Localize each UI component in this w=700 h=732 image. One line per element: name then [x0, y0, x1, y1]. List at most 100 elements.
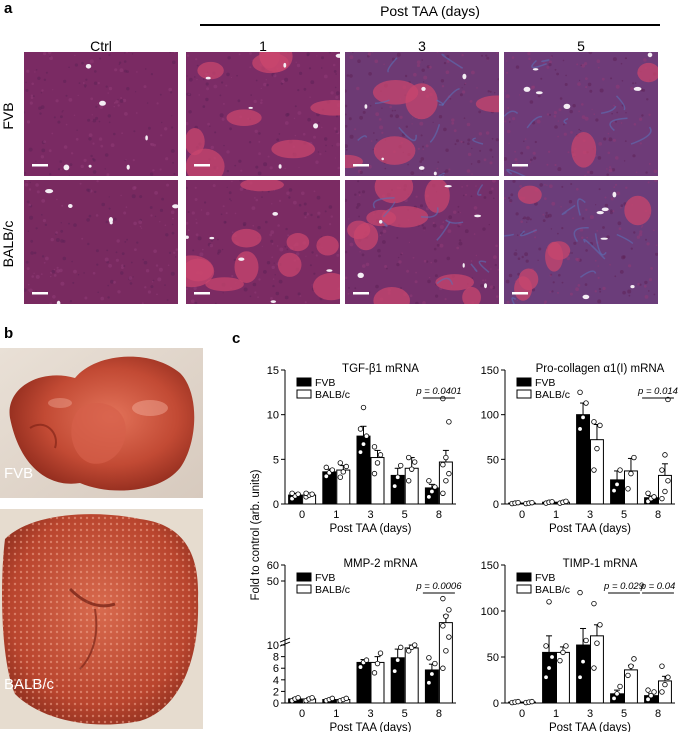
data-point [662, 681, 668, 688]
histology-tile [504, 52, 658, 176]
x-tick-label: 3 [367, 708, 373, 720]
x-tick-label: 1 [333, 509, 339, 521]
bar [390, 657, 405, 704]
data-point [392, 668, 398, 674]
y-tick-label: 4 [273, 675, 279, 687]
data-point [363, 433, 370, 439]
data-point [594, 445, 600, 452]
data-point [309, 695, 315, 701]
data-point [645, 490, 651, 496]
data-point [614, 691, 620, 697]
y-tick-label: 150 [481, 560, 499, 572]
y-tick-label: 0 [493, 698, 499, 710]
data-point [651, 494, 657, 500]
data-point [625, 486, 631, 492]
data-point [446, 607, 452, 613]
data-point [659, 689, 665, 695]
data-point [628, 470, 634, 477]
data-point [440, 395, 446, 402]
data-point [529, 499, 535, 506]
axis-break-mark [279, 641, 291, 647]
data-point [577, 674, 583, 680]
data-point [443, 613, 449, 619]
data-point [374, 460, 381, 466]
data-point [343, 463, 349, 470]
data-point [432, 484, 438, 490]
data-point [443, 454, 449, 461]
y-tick-label: 15 [267, 365, 279, 377]
histology-tile [186, 52, 340, 176]
data-point [614, 481, 620, 488]
x-tick-label: 0 [299, 708, 305, 720]
chart-title: TGF-β1 mRNA [342, 363, 419, 375]
data-point [432, 660, 438, 667]
y-tick-label: 8 [273, 652, 279, 664]
data-point [557, 657, 563, 664]
bar [404, 647, 419, 704]
column-head-ctrl: Ctrl [90, 38, 112, 54]
histology-tile [504, 180, 658, 304]
data-point [446, 634, 452, 640]
data-point [446, 470, 452, 477]
data-point [515, 499, 521, 506]
data-point [583, 400, 589, 406]
data-point [440, 623, 446, 629]
data-point [360, 441, 367, 447]
axis-break-mark [279, 637, 291, 643]
data-point [329, 695, 336, 702]
data-point [426, 655, 432, 661]
legend-label: BALB/c [535, 584, 570, 596]
column-head-day3: 3 [418, 38, 426, 54]
x-tick-label: 8 [436, 509, 442, 521]
legend-label: FVB [535, 377, 555, 389]
data-point [371, 444, 378, 450]
data-point [398, 644, 404, 651]
data-point [611, 695, 617, 702]
chart-title: TIMP-1 mRNA [563, 558, 638, 570]
data-point [617, 467, 623, 473]
data-point [411, 459, 418, 465]
data-point [628, 663, 634, 669]
y-tick-label: 100 [481, 410, 499, 422]
data-point [340, 469, 346, 475]
chart-title: MMP-2 mRNA [343, 558, 417, 570]
histology-tile [345, 180, 499, 304]
legend-swatch [296, 389, 312, 399]
data-point [659, 495, 665, 502]
data-point [583, 637, 589, 644]
data-point [357, 664, 364, 670]
data-point [446, 419, 452, 425]
data-point [295, 695, 301, 701]
data-point [546, 665, 552, 671]
y-tick-label: 2 [273, 686, 279, 698]
data-point [429, 671, 435, 677]
data-point [295, 491, 301, 497]
data-point [549, 654, 555, 660]
data-point [323, 473, 330, 480]
y-tick-label: 0 [493, 499, 499, 511]
x-axis-label: Post TAA (days) [549, 523, 631, 535]
data-point [440, 665, 446, 671]
y-tick-label: 0 [273, 499, 279, 511]
chart-title: Pro-collagen α1(I) mRNA [536, 363, 665, 375]
data-point [360, 404, 367, 411]
column-head-day5: 5 [577, 38, 585, 54]
x-tick-label: 0 [519, 509, 525, 521]
data-point [645, 696, 651, 703]
data-point [611, 487, 617, 494]
data-point [392, 483, 398, 489]
y-tick-label: 5 [273, 454, 279, 466]
x-tick-label: 5 [402, 509, 408, 521]
data-point [594, 640, 600, 646]
data-point [659, 467, 665, 473]
data-point [395, 474, 401, 480]
liver-photo-balbc [0, 509, 203, 729]
y-tick-label: 50 [487, 454, 499, 466]
data-point [343, 695, 349, 702]
x-tick-label: 3 [587, 708, 593, 720]
data-point [651, 689, 657, 695]
x-tick-label: 5 [621, 509, 627, 521]
data-point [662, 452, 668, 458]
bar [370, 661, 385, 704]
